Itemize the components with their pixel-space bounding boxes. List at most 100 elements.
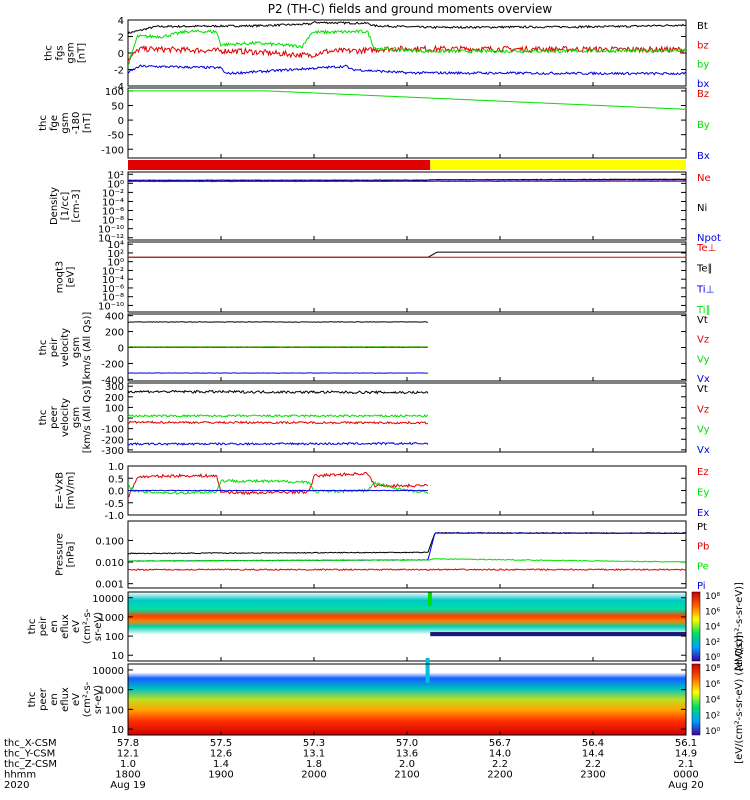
x-annotation-value: 1800 — [115, 770, 140, 781]
series-Vz — [128, 420, 429, 425]
series-Npot — [128, 179, 686, 181]
panel-fgs: 4 2 0 -2 -4 thc fgs gsm [nT] Bt bz by bx — [44, 16, 710, 93]
legend-entry: Vz — [697, 335, 709, 346]
y-tick-label: 1.0 — [108, 462, 124, 473]
y-axis-label-line: fge — [49, 115, 60, 131]
y-tick-label: 300 — [105, 382, 124, 393]
y-tick-label: 10000 — [92, 666, 124, 677]
y-axis-label-line: Pressure — [55, 533, 66, 576]
colorbar-tick-label: 10⁸ — [705, 664, 720, 674]
y-tick-label: 0.001 — [95, 580, 124, 591]
y-axis-label-line: peir — [49, 337, 60, 357]
legend-entry: Vt — [697, 315, 708, 326]
y-axis-label-line: [km/s (All Qs)] — [82, 312, 93, 384]
series-bz — [128, 44, 686, 62]
colorbar-tick-label: 10⁰ — [705, 727, 720, 737]
y-axis-label-line: thc — [38, 410, 49, 426]
y-tick-label: -400 — [101, 375, 124, 386]
x-annotation-value: Aug 19 — [110, 780, 145, 791]
spectrogram-image — [128, 664, 686, 735]
y-axis-label-line: peer — [49, 405, 60, 429]
y-axis-label-line: [cm-3] — [71, 189, 82, 222]
y-axis-label-line: (cm²-s- — [82, 681, 93, 717]
y-tick-label: 10⁻¹⁰ — [98, 225, 124, 236]
y-tick-label: 4 — [118, 16, 124, 27]
colorbar-label: [eV/(cm²-s-sr-eV) (All Qs)] — [734, 635, 745, 764]
panel-efield: 1.00.5 0.0-0.5-1.0 E=-VxB [mV/m] Ez Ey Ex — [55, 462, 710, 522]
colorbar-tick-label: 10⁸ — [705, 592, 720, 602]
legend-entry: Pt — [697, 522, 707, 533]
y-axis-label-line: sr-eV) — [93, 685, 104, 714]
legend-entry: Vy — [697, 425, 710, 436]
y-tick-label: -50 — [108, 131, 124, 142]
y-tick-label: 100 — [105, 705, 124, 716]
y-tick-label: -300 — [101, 446, 124, 457]
panel-frame — [127, 19, 687, 87]
x-annotation-value: 2100 — [394, 770, 419, 781]
series-Ey — [128, 478, 429, 495]
y-axis-label: E=-VxB [mV/m] — [55, 472, 77, 510]
colorbar-tick-label: 10² — [705, 711, 720, 721]
y-tick-label: 10 — [111, 651, 124, 662]
y-tick-label: 10² — [107, 249, 124, 260]
legend-entry: by — [697, 60, 709, 71]
y-axis-label-line: gsm — [71, 407, 82, 428]
y-axis-label-line: peir — [38, 616, 49, 636]
legend-entry: Vx — [697, 445, 710, 456]
series-By — [128, 90, 686, 110]
panel-mode — [128, 160, 686, 170]
x-annotation-value: 12.6 — [210, 749, 232, 760]
y-tick-label: 10⁻⁶ — [102, 284, 124, 295]
colorbar — [691, 663, 701, 736]
series-Vt — [128, 321, 428, 323]
legend-entry: Ex — [697, 508, 709, 519]
y-tick-label: -2 — [114, 66, 124, 77]
colorbar-tick-label: 10² — [705, 638, 720, 648]
x-annotation-value: 13.1 — [303, 749, 325, 760]
x-annotation-value: 1.8 — [306, 759, 322, 770]
y-axis-label-line: velocity — [60, 328, 71, 367]
y-axis-label: Pressure [nPa] — [55, 533, 77, 576]
y-axis-label-line: velocity — [60, 398, 71, 437]
y-tick-label: 1000 — [99, 613, 124, 624]
y-axis-label-line: gsm — [60, 112, 71, 133]
y-tick-label: 400 — [105, 312, 124, 323]
x-annotation-value: 2000 — [301, 770, 326, 781]
series-Vy — [128, 413, 429, 418]
y-axis-label-line: eV — [71, 693, 82, 706]
plot-title: P2 (TH-C) fields and ground moments over… — [268, 2, 553, 16]
y-tick-label: 0.5 — [108, 474, 124, 485]
y-axis-label-line: thc — [38, 340, 49, 356]
y-tick-label: 10⁻¹² — [98, 234, 124, 245]
y-axis-label-line: peer — [38, 687, 49, 711]
x-annotation-value: 2.1 — [678, 759, 694, 770]
mode-bar-segment — [430, 160, 686, 170]
x-annotation-value: 1.4 — [213, 759, 229, 770]
legend-entry: Pe — [697, 561, 709, 572]
legend-entry: Ni — [697, 203, 707, 214]
legend-entry: Te⊥ — [696, 243, 716, 254]
x-annotation-value: 56.4 — [582, 738, 604, 749]
x-annotation-row-label: hhmm — [4, 770, 36, 781]
x-annotation-value: 14.4 — [582, 749, 604, 760]
y-tick-label: 200 — [105, 393, 124, 404]
y-tick-label: 10000 — [92, 594, 124, 605]
y-tick-label: 100 — [105, 403, 124, 414]
colorbar-tick-label: 10⁶ — [705, 607, 720, 617]
legend-entry: Vy — [697, 354, 710, 365]
y-axis-label-line: [km/s (All Qs)] — [82, 382, 93, 454]
series-Te∥ — [128, 251, 686, 258]
x-annotation-value: 57.8 — [117, 738, 139, 749]
y-tick-label: 1000 — [99, 686, 124, 697]
y-tick-label: 10⁻⁶ — [102, 207, 124, 218]
series-Pi — [128, 532, 686, 562]
y-tick-label: 0 — [118, 116, 124, 127]
y-tick-label: 10⁻² — [102, 266, 124, 277]
legend-entry: Bx — [697, 151, 710, 162]
y-axis-label-line: Density — [49, 187, 60, 225]
x-annotation-row-label: thc_X-CSM — [4, 738, 57, 749]
y-tick-label: 10⁻⁸ — [102, 216, 124, 227]
x-annotation-value: Aug 20 — [668, 780, 703, 791]
series-Ez — [128, 471, 428, 499]
